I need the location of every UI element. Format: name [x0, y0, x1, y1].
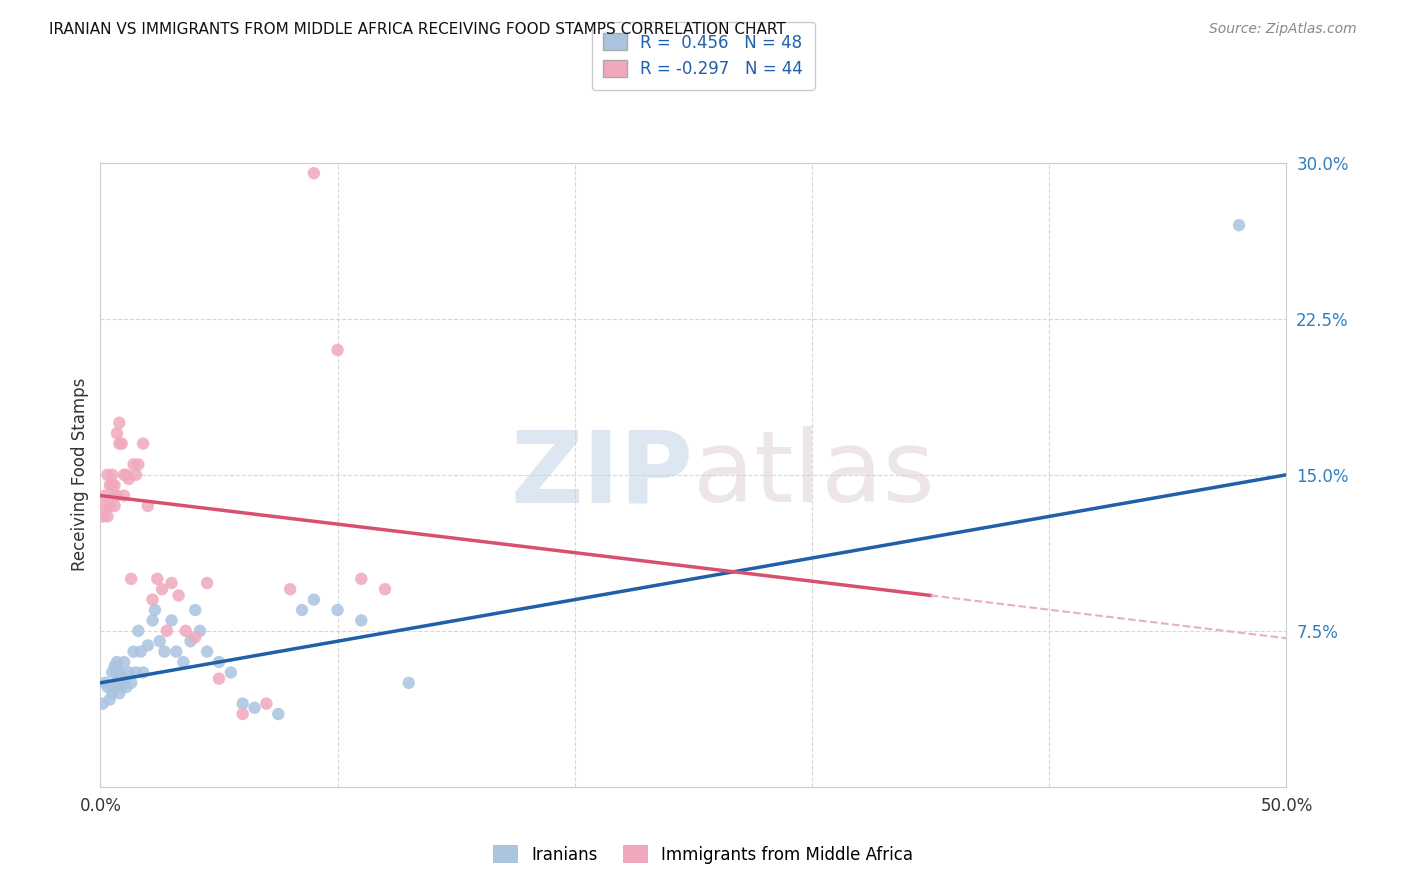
Point	[184, 630, 207, 644]
Point	[111, 675, 134, 690]
Point	[326, 343, 349, 357]
Point	[105, 489, 128, 503]
Point	[103, 489, 125, 503]
Point	[103, 680, 125, 694]
Point	[101, 686, 124, 700]
Point	[143, 603, 166, 617]
Text: IRANIAN VS IMMIGRANTS FROM MIDDLE AFRICA RECEIVING FOOD STAMPS CORRELATION CHART: IRANIAN VS IMMIGRANTS FROM MIDDLE AFRICA…	[49, 22, 786, 37]
Point	[122, 645, 145, 659]
Point	[105, 426, 128, 441]
Text: ZIP: ZIP	[510, 426, 693, 524]
Point	[115, 467, 138, 482]
Point	[94, 489, 117, 503]
Point	[160, 576, 183, 591]
Point	[122, 458, 145, 472]
Y-axis label: Receiving Food Stamps: Receiving Food Stamps	[72, 378, 89, 572]
Point	[254, 697, 277, 711]
Point	[125, 665, 148, 680]
Point	[115, 680, 138, 694]
Point	[195, 645, 218, 659]
Point	[105, 655, 128, 669]
Point	[153, 645, 176, 659]
Point	[125, 467, 148, 482]
Point	[188, 624, 211, 638]
Point	[96, 467, 118, 482]
Point	[105, 665, 128, 680]
Point	[326, 603, 349, 617]
Point	[112, 489, 135, 503]
Legend: R =  0.456   N = 48, R = -0.297   N = 44: R = 0.456 N = 48, R = -0.297 N = 44	[592, 21, 814, 90]
Point	[232, 697, 254, 711]
Point	[208, 655, 231, 669]
Point	[127, 624, 149, 638]
Point	[98, 692, 121, 706]
Point	[146, 572, 169, 586]
Point	[350, 614, 373, 628]
Text: Source: ZipAtlas.com: Source: ZipAtlas.com	[1209, 22, 1357, 37]
Point	[219, 665, 242, 680]
Point	[101, 467, 124, 482]
Point	[111, 680, 134, 694]
Point	[112, 672, 135, 686]
Point	[208, 672, 231, 686]
Point	[129, 645, 152, 659]
Point	[278, 582, 301, 597]
Point	[118, 472, 141, 486]
Point	[302, 166, 325, 180]
Point	[105, 675, 128, 690]
Text: atlas: atlas	[693, 426, 935, 524]
Point	[179, 634, 201, 648]
Point	[108, 436, 131, 450]
Point	[141, 614, 163, 628]
Point	[108, 686, 131, 700]
Point	[136, 639, 159, 653]
Point	[184, 603, 207, 617]
Point	[127, 458, 149, 472]
Point	[103, 499, 125, 513]
Point	[302, 592, 325, 607]
Point	[111, 436, 134, 450]
Point	[101, 665, 124, 680]
Point	[172, 655, 194, 669]
Point	[96, 509, 118, 524]
Point	[120, 675, 142, 690]
Point	[150, 582, 173, 597]
Point	[98, 499, 121, 513]
Point	[91, 509, 114, 524]
Point	[98, 478, 121, 492]
Point	[1227, 218, 1250, 232]
Point	[120, 572, 142, 586]
Point	[243, 700, 266, 714]
Point	[398, 675, 420, 690]
Point	[174, 624, 197, 638]
Point	[232, 706, 254, 721]
Legend: Iranians, Immigrants from Middle Africa: Iranians, Immigrants from Middle Africa	[486, 838, 920, 871]
Point	[103, 659, 125, 673]
Point	[94, 675, 117, 690]
Point	[108, 665, 131, 680]
Point	[108, 416, 131, 430]
Point	[160, 614, 183, 628]
Point	[141, 592, 163, 607]
Point	[132, 665, 155, 680]
Point	[195, 576, 218, 591]
Point	[167, 589, 190, 603]
Point	[103, 478, 125, 492]
Point	[91, 697, 114, 711]
Point	[165, 645, 187, 659]
Point	[136, 499, 159, 513]
Point	[112, 655, 135, 669]
Point	[94, 499, 117, 513]
Point	[374, 582, 396, 597]
Point	[156, 624, 179, 638]
Point	[132, 436, 155, 450]
Point	[101, 478, 124, 492]
Point	[118, 665, 141, 680]
Point	[291, 603, 314, 617]
Point	[350, 572, 373, 586]
Point	[267, 706, 290, 721]
Point	[149, 634, 172, 648]
Point	[96, 680, 118, 694]
Point	[112, 467, 135, 482]
